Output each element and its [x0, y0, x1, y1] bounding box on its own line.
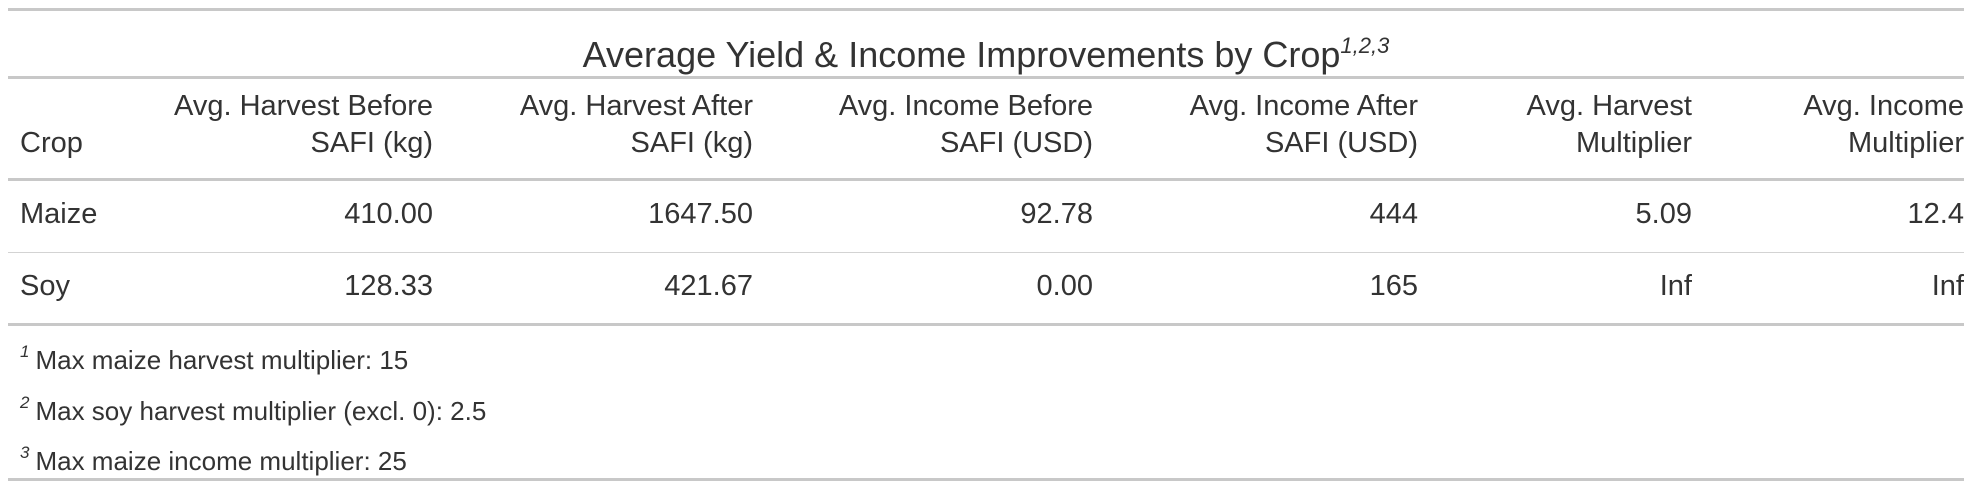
- column-header-line1: Avg. Harvest Before: [174, 90, 433, 122]
- column-header-line1: [20, 88, 120, 125]
- table-title-text: Average Yield & Income Improvements by C…: [582, 34, 1341, 75]
- column-header-line1: Avg. Harvest: [1526, 90, 1692, 122]
- table-cell-r0-c6: 12.4: [1907, 198, 1964, 230]
- table-cell-r0-c3: 92.78: [1020, 198, 1093, 230]
- table-cell-r0-c5: 5.09: [1635, 198, 1692, 230]
- column-header-line2: SAFI (USD): [1264, 127, 1418, 159]
- column-header-3: Avg. Income Before SAFI (USD): [760, 88, 1093, 162]
- header-rule: [8, 178, 1964, 181]
- table-cell-r1-c0: Soy: [20, 270, 70, 302]
- footnote-text: Max maize harvest multiplier: 15: [35, 345, 409, 375]
- column-header-line1: Avg. Harvest After: [519, 90, 753, 122]
- table-cell-r0-c2: 1647.50: [648, 198, 753, 230]
- table-cell-r0-c1: 410.00: [344, 198, 433, 230]
- column-header-line2: Crop: [20, 127, 83, 159]
- footnote-mark: 1: [20, 342, 30, 361]
- table-cell-r0-c0: Maize: [20, 198, 98, 230]
- bottom-rule: [8, 478, 1964, 481]
- title-footnote-marks: 1,2,3: [1340, 33, 1390, 58]
- table-title: Average Yield & Income Improvements by C…: [8, 18, 1964, 75]
- table-cell-r1-c1: 128.33: [344, 270, 433, 302]
- table-cell-r1-c4: 165: [1369, 270, 1418, 302]
- column-header-line2: SAFI (USD): [939, 127, 1093, 159]
- column-header-line2: Multiplier: [1847, 127, 1964, 159]
- column-header-5: Avg. Harvest Multiplier: [1430, 88, 1692, 162]
- table-cell-r1-c5: Inf: [1659, 270, 1692, 302]
- column-header-line1: Avg. Income After: [1189, 90, 1418, 122]
- column-header-1: Avg. Harvest Before SAFI (kg): [120, 88, 433, 162]
- top-rule: [8, 8, 1964, 11]
- table-cell-r1-c6: Inf: [1931, 270, 1964, 302]
- column-header-line2: SAFI (kg): [310, 127, 433, 159]
- table-cell-r1-c3: 0.00: [1036, 270, 1093, 302]
- column-header-4: Avg. Income After SAFI (USD): [1100, 88, 1418, 162]
- footnote-mark: 3: [20, 443, 30, 462]
- footnote-text: Max maize income multiplier: 25: [35, 446, 407, 476]
- footnote-text: Max soy harvest multiplier (excl. 0): 2.…: [35, 396, 487, 426]
- column-header-line2: Multiplier: [1575, 127, 1692, 159]
- column-header-2: Avg. Harvest After SAFI (kg): [440, 88, 753, 162]
- footnote-mark: 2: [20, 393, 30, 412]
- table-cell-r0-c4: 444: [1369, 198, 1418, 230]
- title-rule: [8, 76, 1964, 79]
- footnote-1: 1 Max maize harvest multiplier: 15: [20, 335, 408, 377]
- column-header-line1: Avg. Income: [1803, 90, 1964, 122]
- column-header-0: Crop: [20, 88, 120, 162]
- column-header-line1: Avg. Income Before: [838, 90, 1093, 122]
- footnote-3: 3 Max maize income multiplier: 25: [20, 436, 407, 478]
- body-bottom-rule: [8, 323, 1964, 326]
- footnote-2: 2 Max soy harvest multiplier (excl. 0): 2…: [20, 386, 486, 428]
- table-cell-r1-c2: 421.67: [664, 270, 753, 302]
- column-header-6: Avg. Income Multiplier: [1720, 88, 1964, 162]
- column-header-line2: SAFI (kg): [630, 127, 753, 159]
- row-divider: [8, 252, 1964, 253]
